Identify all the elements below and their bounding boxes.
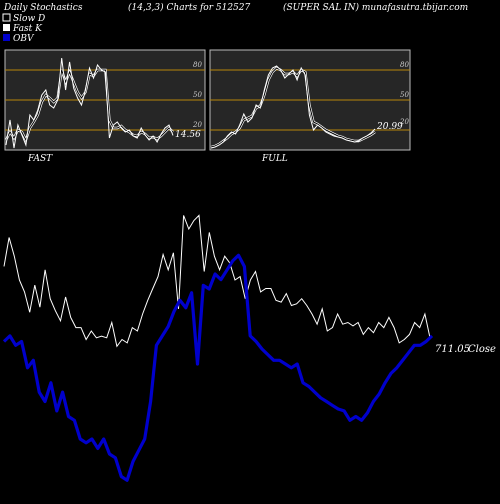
fast-k-line (5, 57, 174, 149)
full-k-line (210, 65, 376, 149)
fast-guide-label-50: 50 (193, 91, 202, 99)
legend-swatch-obv (3, 34, 10, 41)
fast-last-value: 14.56 (175, 130, 201, 140)
legend-label-slow-d: Slow D (13, 14, 45, 24)
fast-guide-label-80: 80 (193, 61, 202, 69)
full-guide-label-80: 80 (400, 61, 409, 69)
close-value-label: 711.05 (435, 344, 470, 355)
fast-panel: 80 50 20 14.56 FAST (4, 49, 206, 164)
close-price-line (3, 214, 431, 348)
fast-guide-label-20: 20 (192, 121, 202, 129)
full-last-value: 20.99 (376, 122, 403, 132)
legend-label-obv: OBV (13, 34, 35, 44)
full-slow-d-core (210, 67, 376, 148)
legend-swatch-slow-d (2, 13, 11, 22)
obv-line (2, 253, 434, 482)
full-guide-label-50: 50 (400, 91, 409, 99)
price-obv-chart: 711.05 Close (2, 214, 496, 482)
fast-panel-title: FAST (27, 154, 53, 164)
full-panel: 80 50 20 20.99 FULL (209, 49, 411, 164)
header-right-label: (SUPER SAL IN) munafasutra.tbijar.com (283, 2, 468, 13)
header-left-label: Daily Stochastics (3, 3, 83, 13)
close-label: Close (468, 344, 496, 355)
legend-swatch-fast-k (3, 24, 10, 31)
full-guide-label-20: 20 (399, 118, 409, 126)
legend: Slow D Fast K OBV (2, 13, 45, 44)
legend-label-fast-k: Fast K (12, 24, 43, 34)
header-center-label: (14,3,3) Charts for 512527 (128, 2, 250, 13)
full-panel-title: FULL (261, 154, 288, 164)
